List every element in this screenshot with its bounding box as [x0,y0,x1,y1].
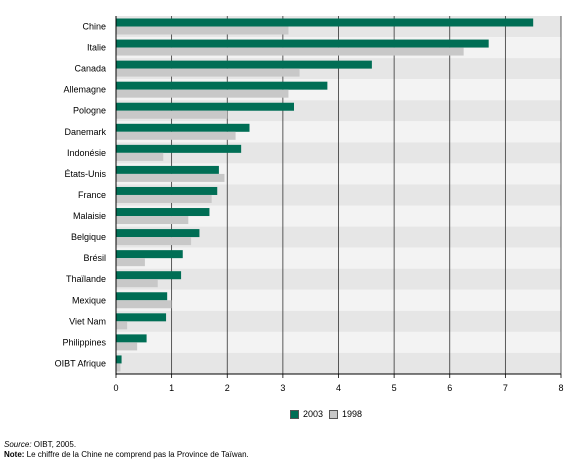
note-line: Note: Le chiffre de la Chine ne comprend… [4,450,249,460]
legend: 2003 1998 [290,409,362,419]
category-label: Mexique [72,295,106,305]
category-label: Indonésie [67,148,106,158]
bar-2003 [116,208,210,217]
bar-2003 [116,123,250,132]
category-label: Chine [82,22,106,32]
bar-1998 [116,300,172,309]
category-label: France [78,190,106,200]
category-label: Belgique [71,232,106,242]
bar-1998 [116,194,212,203]
x-tick-label: 8 [558,383,563,393]
category-label: Allemagne [63,85,106,95]
bar-1998 [116,237,192,246]
legend-label-2003: 2003 [303,409,324,419]
source-line: Source: OIBT, 2005. [4,440,249,450]
category-label: Italie [87,43,106,53]
category-label: Viet Nam [69,316,106,326]
bar-2003 [116,186,218,195]
category-label: États-Unis [64,169,106,179]
legend-item-1998: 1998 [329,409,362,419]
legend-swatch-2003 [290,409,299,419]
source-label: Source: [4,440,32,449]
bar-2003 [116,271,182,280]
bar-1998 [116,321,128,330]
x-tick-label: 6 [447,383,452,393]
x-tick-label: 7 [503,383,508,393]
bar-1998 [116,89,289,98]
bar-1998 [116,216,189,225]
bar-2003 [116,250,183,259]
x-tick-label: 0 [113,383,118,393]
bar-2003 [116,292,168,301]
category-label: OIBT Afrique [55,358,106,368]
category-label: Thaïlande [66,274,106,284]
category-label: Brésil [83,253,106,263]
bar-1998 [116,152,164,161]
legend-swatch-1998 [329,409,339,419]
legend-label-1998: 1998 [342,409,363,419]
bar-1998 [116,363,121,372]
footnotes: Source: OIBT, 2005. Note: Le chiffre de … [4,440,249,460]
bar-1998 [116,173,225,182]
category-label: Canada [74,64,106,74]
bar-2003 [116,144,242,153]
bar-2003 [116,60,372,69]
x-tick-label: 5 [392,383,397,393]
category-label: Danemark [64,127,106,137]
bar-1998 [116,131,236,140]
bar-2003 [116,313,167,322]
bar-1998 [116,342,138,351]
bar-2003 [116,334,147,343]
x-tick-label: 1 [169,383,174,393]
bar-2003 [116,229,200,238]
note-text: Le chiffre de la Chine ne comprend pas l… [24,450,249,459]
bar-1998 [116,47,464,56]
bar-1998 [116,26,289,35]
category-label: Philippines [62,337,106,347]
x-tick-label: 4 [336,383,341,393]
bar-1998 [116,258,145,267]
bar-2003 [116,18,534,27]
source-text: OIBT, 2005. [31,440,77,449]
bar-1998 [116,279,158,288]
bar-2003 [116,81,328,90]
note-label: Note: [4,450,25,459]
bar-1998 [116,68,300,77]
bar-2003 [116,165,219,174]
x-tick-label: 3 [280,383,285,393]
category-label: Pologne [73,106,106,116]
bar-2003 [116,355,122,364]
category-label: Malaisie [73,211,106,221]
bar-1998 [116,110,228,119]
x-tick-label: 2 [225,383,230,393]
legend-item-2003: 2003 [290,409,323,419]
bar-2003 [116,39,489,48]
bar-2003 [116,102,294,111]
